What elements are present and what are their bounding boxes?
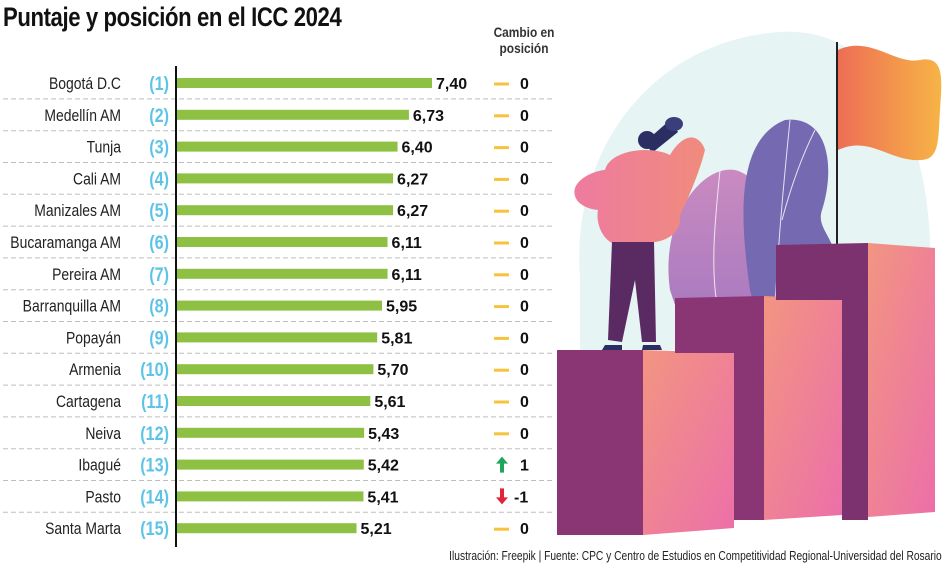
position-change-label: 1 xyxy=(520,458,529,475)
value-label: 6,40 xyxy=(402,140,433,157)
podium-middle xyxy=(675,296,842,520)
flag-icon xyxy=(836,42,942,255)
value-label: 6,11 xyxy=(392,235,422,252)
leaf-pink xyxy=(668,169,769,320)
source-credit: Ilustración: Freepik | Fuente: CPC y Cen… xyxy=(449,549,942,563)
category-label: Barranquilla AM xyxy=(23,297,121,316)
category-label: Tunja xyxy=(87,138,122,157)
category-label: Cartagena xyxy=(56,393,121,412)
rank-label: (10) xyxy=(140,359,169,381)
bar xyxy=(177,300,383,311)
category-label: Cali AM xyxy=(73,170,121,189)
position-change-label: 0 xyxy=(520,394,529,411)
position-change-label: 0 xyxy=(520,108,529,125)
bar xyxy=(177,173,394,184)
position-change-label: 0 xyxy=(520,267,529,284)
category-label: Pasto xyxy=(85,488,121,507)
rank-label: (15) xyxy=(140,518,169,540)
bar xyxy=(177,78,432,88)
value-label: 6,27 xyxy=(397,203,428,220)
bar xyxy=(177,396,371,406)
rank-label: (13) xyxy=(140,454,169,476)
arrow-up-icon xyxy=(496,456,508,473)
category-label: Neiva xyxy=(85,425,121,444)
podium-right xyxy=(776,243,935,520)
chart-title: Puntaje y posición en el ICC 2024 xyxy=(3,2,342,32)
value-label: 6,27 xyxy=(397,171,428,188)
category-label: Santa Marta xyxy=(45,520,121,539)
rank-label: (7) xyxy=(149,264,169,286)
category-label: Armenia xyxy=(69,361,121,380)
category-label: Popayán xyxy=(66,329,121,348)
person-with-telescope xyxy=(574,117,705,350)
category-label: Bucaramanga AM xyxy=(10,234,121,253)
category-label: Ibagué xyxy=(78,456,121,475)
bar xyxy=(177,109,409,120)
rank-label: (8) xyxy=(149,295,169,317)
value-label: 5,41 xyxy=(367,489,398,506)
bar xyxy=(177,332,378,343)
value-label: 5,43 xyxy=(368,426,399,443)
value-label: 5,61 xyxy=(374,394,405,411)
position-change-label: -1 xyxy=(514,489,528,506)
rank-label: (9) xyxy=(149,327,169,349)
bar xyxy=(177,141,398,152)
rank-label: (11) xyxy=(141,391,169,413)
bar xyxy=(177,491,364,502)
position-change-label: 0 xyxy=(520,76,529,93)
rank-label: (3) xyxy=(149,136,169,158)
rank-label: (14) xyxy=(140,486,169,508)
value-label: 5,95 xyxy=(386,299,417,316)
position-change-label: 0 xyxy=(520,140,529,157)
position-change-label: 0 xyxy=(520,362,529,379)
bar xyxy=(177,364,374,375)
value-label: 6,73 xyxy=(413,108,444,125)
position-change-label: 0 xyxy=(520,203,529,220)
bar xyxy=(177,205,394,216)
bar-chart: Bogotá D.C (1) 7,40 0 Medellín AM (2) 6,73 0 Tun… xyxy=(3,66,555,547)
value-label: 5,81 xyxy=(381,330,412,347)
change-column-header: Cambio en posición xyxy=(493,24,555,56)
value-label: 6,11 xyxy=(392,267,422,284)
rank-label: (2) xyxy=(149,105,169,127)
category-label: Manizales AM xyxy=(34,202,121,221)
bar xyxy=(177,459,364,470)
rank-label: (4) xyxy=(149,168,169,190)
rank-label: (1) xyxy=(149,73,169,95)
category-label: Bogotá D.C xyxy=(49,75,121,94)
arrow-down-icon xyxy=(496,488,508,505)
illustration-person-telescope-podium xyxy=(557,31,942,535)
value-label: 5,70 xyxy=(377,362,408,379)
podium-left xyxy=(557,350,734,535)
position-change-label: 0 xyxy=(520,235,529,252)
position-change-label: 0 xyxy=(520,299,529,316)
category-label: Pereira AM xyxy=(52,266,121,285)
bar xyxy=(177,237,388,247)
value-label: 5,21 xyxy=(361,521,392,538)
value-label: 5,42 xyxy=(368,458,399,475)
position-change-label: 0 xyxy=(520,171,529,188)
bar xyxy=(177,427,365,438)
position-change-label: 0 xyxy=(520,330,529,347)
bar xyxy=(177,268,388,279)
category-label: Medellín AM xyxy=(44,107,121,126)
rank-label: (5) xyxy=(149,200,169,222)
value-label: 7,40 xyxy=(436,76,467,93)
rank-label: (6) xyxy=(149,232,169,254)
rank-label: (12) xyxy=(140,423,169,445)
bar xyxy=(177,523,357,534)
position-change-label: 0 xyxy=(520,521,529,538)
position-change-label: 0 xyxy=(520,426,529,443)
